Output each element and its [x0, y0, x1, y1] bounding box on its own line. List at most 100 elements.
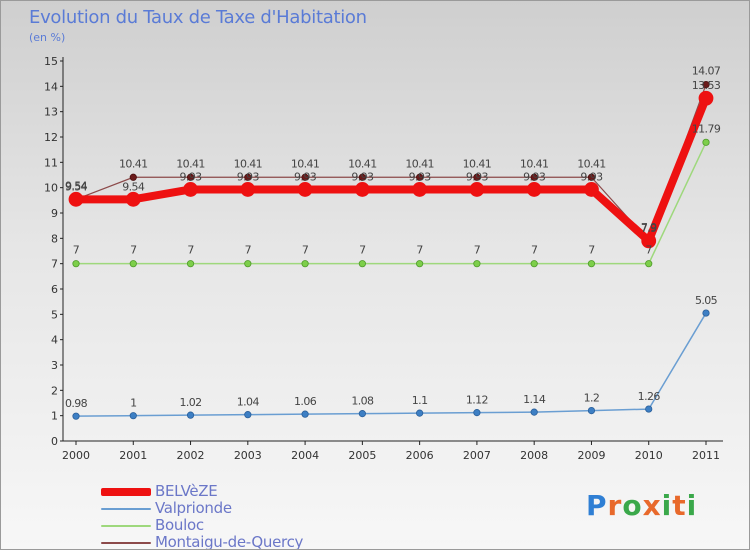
data-label-montaigu: 10.41 [577, 157, 606, 170]
data-label-belveze: 9.93 [580, 170, 603, 183]
data-label-valprionde: 1.14 [523, 393, 546, 406]
data-point-montaigu [301, 173, 309, 181]
logo-letter: r [607, 489, 623, 522]
legend-item-valprionde: Valprionde [101, 500, 303, 517]
data-point-montaigu [358, 173, 366, 181]
data-label-bouloc: 7 [359, 244, 366, 257]
logo-letter: t [672, 489, 687, 522]
legend-swatch-bouloc [101, 524, 151, 527]
data-label-bouloc: 7 [474, 244, 481, 257]
data-point-belveze [354, 182, 370, 197]
data-point-montaigu [530, 173, 538, 181]
data-label-bouloc: 7 [588, 244, 595, 257]
data-label-valprionde: 1.12 [466, 394, 488, 407]
data-point-belveze [698, 90, 714, 106]
data-label-belveze: 9.93 [294, 170, 317, 183]
data-label-belveze: 9.93 [409, 170, 432, 183]
data-point-belveze [297, 182, 313, 197]
y-tick-label: 11 [44, 156, 58, 169]
data-point-bouloc [645, 260, 653, 268]
y-tick-label: 1 [51, 410, 58, 423]
legend-swatch-belveze [101, 487, 151, 496]
data-point-valprionde [645, 405, 653, 413]
data-label-belveze: 7.9 [641, 222, 657, 235]
proxiti-logo: Proxiti [586, 489, 697, 522]
x-tick-label: 2001 [119, 449, 147, 462]
data-point-valprionde [301, 410, 309, 418]
data-point-bouloc [72, 260, 80, 268]
legend-label-belveze: BELVèZE [155, 482, 218, 500]
data-point-bouloc [186, 260, 195, 268]
data-label-valprionde: 1.02 [179, 396, 201, 409]
data-point-belveze [240, 182, 256, 197]
data-label-valprionde: 1.1 [412, 394, 428, 407]
chart-subtitle: (en %) [29, 31, 66, 44]
data-point-valprionde [530, 408, 538, 416]
legend-swatch-montaigu [101, 541, 151, 544]
x-tick-label: 2003 [234, 449, 262, 462]
series-line-montaigu [75, 83, 707, 242]
data-label-bouloc: 7 [187, 244, 194, 257]
legend-label-bouloc: Bouloc [155, 516, 204, 534]
data-point-montaigu [244, 173, 252, 181]
data-label-valprionde: 1.08 [351, 395, 374, 408]
data-label-bouloc: 7 [73, 244, 80, 257]
x-tick-label: 2002 [177, 449, 205, 462]
legend-item-belveze: BELVèZE [101, 483, 303, 500]
data-label-montaigu: 10.41 [520, 157, 549, 170]
data-point-bouloc [129, 260, 137, 268]
data-point-montaigu [186, 173, 195, 181]
data-label-montaigu: 14.07 [692, 65, 721, 78]
y-tick-label: 6 [51, 283, 58, 296]
x-tick-label: 2011 [692, 449, 720, 462]
data-label-bouloc: 7 [302, 244, 309, 257]
data-point-montaigu [129, 173, 137, 181]
chart-title: Evolution du Taux de Taxe d'Habitation [29, 7, 367, 28]
y-tick-label: 10 [44, 182, 58, 195]
data-point-valprionde [129, 412, 137, 420]
data-point-bouloc [530, 260, 538, 268]
x-tick-label: 2000 [62, 449, 90, 462]
data-point-belveze [68, 191, 84, 207]
data-point-belveze [641, 233, 657, 249]
logo-letter: i [686, 489, 698, 522]
data-point-belveze [412, 182, 428, 197]
data-point-valprionde [72, 412, 80, 420]
data-label-montaigu: 7.9 [641, 221, 657, 234]
y-tick-label: 13 [44, 106, 58, 119]
data-label-montaigu: 10.41 [234, 157, 263, 170]
data-label-valprionde: 1.26 [638, 390, 661, 403]
logo-letter: P [586, 489, 608, 522]
series-line-valprionde [75, 312, 707, 417]
data-point-valprionde [473, 409, 481, 417]
data-label-montaigu: 10.41 [291, 157, 320, 170]
data-point-belveze [584, 182, 599, 197]
data-label-valprionde: 1 [130, 397, 136, 410]
data-point-belveze [526, 182, 542, 197]
legend-item-bouloc: Bouloc [101, 517, 303, 534]
data-point-valprionde [416, 409, 424, 417]
x-tick-label: 2010 [635, 449, 663, 462]
data-point-valprionde [587, 406, 596, 415]
legend: BELVèZE Valprionde Bouloc Montaigu-de-Qu… [101, 483, 303, 549]
y-tick-label: 9 [51, 207, 58, 220]
x-tick-label: 2006 [406, 449, 434, 462]
data-label-valprionde: 0.98 [65, 397, 88, 410]
y-tick-label: 2 [51, 384, 58, 397]
data-label-belveze: 13.53 [692, 79, 721, 92]
data-label-belveze: 9.93 [179, 170, 202, 183]
data-point-belveze [183, 182, 198, 197]
data-label-bouloc: 7 [245, 244, 252, 257]
data-point-bouloc [702, 138, 710, 146]
legend-swatch-valprionde [101, 507, 151, 510]
y-tick-label: 7 [51, 258, 58, 271]
logo-letter: x [642, 489, 662, 522]
data-point-bouloc [358, 260, 366, 268]
data-point-belveze [125, 191, 141, 207]
data-label-montaigu: 10.41 [176, 157, 205, 170]
data-label-montaigu: 10.41 [119, 157, 148, 170]
data-point-montaigu [416, 173, 424, 181]
data-point-valprionde [244, 411, 252, 419]
